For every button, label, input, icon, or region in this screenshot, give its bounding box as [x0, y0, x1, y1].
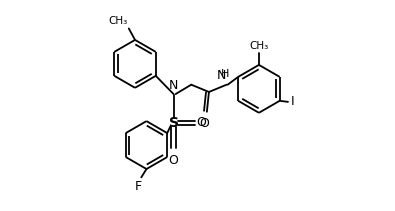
Text: F: F — [135, 180, 142, 193]
Text: O: O — [197, 116, 207, 129]
Text: CH₃: CH₃ — [249, 41, 269, 51]
Text: O: O — [199, 117, 209, 130]
Text: I: I — [291, 95, 295, 108]
Text: N: N — [217, 69, 226, 82]
Text: S: S — [169, 116, 179, 130]
Text: CH₃: CH₃ — [109, 16, 128, 26]
Text: N: N — [169, 79, 178, 92]
Text: O: O — [169, 154, 179, 168]
Text: H: H — [220, 69, 229, 80]
